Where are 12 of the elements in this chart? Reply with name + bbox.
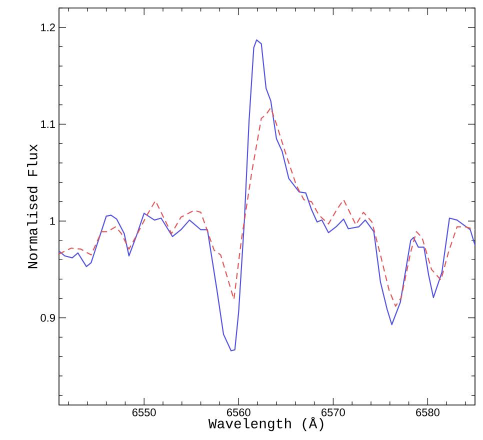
y-tick-label: 1 — [50, 217, 55, 225]
x-axis-title: Wavelength (Å) — [208, 417, 324, 432]
x-tick-label: 6550 — [132, 408, 156, 416]
y-tick-label: 1.1 — [41, 120, 55, 128]
x-tick-label: 6570 — [322, 408, 345, 416]
x-tick-label: 6580 — [416, 408, 440, 416]
line-series — [59, 107, 475, 307]
line-series — [59, 39, 475, 352]
y-axis-title: Normalised Flux — [27, 144, 38, 268]
x-tick-label: 6560 — [227, 408, 250, 416]
y-tick-label: 0.9 — [40, 314, 55, 322]
y-tick-label: 1.2 — [41, 24, 55, 32]
